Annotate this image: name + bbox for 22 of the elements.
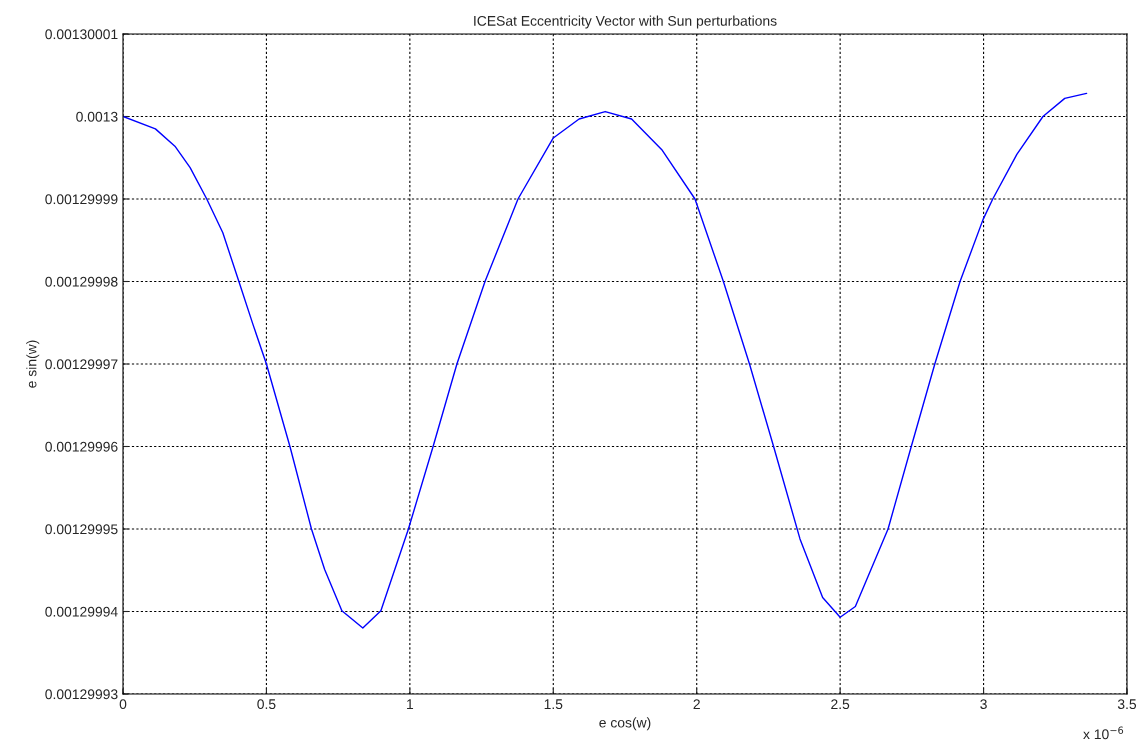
chart-title: ICESat Eccentricity Vector with Sun perturbations (474, 15, 777, 29)
y-tick-label: 0.00129997 (45, 359, 118, 370)
y-tick-label: 0.00129993 (45, 689, 118, 700)
y-tick-label: 0.00129994 (45, 606, 118, 617)
x-tick-label: 2 (693, 699, 700, 709)
y-axis-title: e sin(w) (26, 340, 40, 388)
y-tick-label: 0.00129999 (45, 194, 118, 205)
text: x 10$^{−6}$ (1083, 726, 1124, 740)
x-tick-label: 1 (407, 699, 414, 709)
x-tick-label: 0.5 (257, 699, 276, 710)
x-tick-label: 0 (119, 699, 127, 710)
y-tick-label: 0.00129998 (45, 276, 118, 287)
y-tick-label: 0.00129995 (45, 524, 118, 535)
line-series (123, 92, 1088, 629)
x-tick-label: 1.5 (544, 699, 563, 710)
y-tick-label: 0.0013 (76, 111, 118, 122)
x-tick-label: 2.5 (831, 699, 850, 710)
x-tick-label: 3 (980, 699, 987, 710)
y-tick-label: 0.00130001 (45, 29, 118, 40)
x-tick-label: 3.5 (1117, 699, 1137, 710)
y-tick-label: 0.00129996 (45, 441, 118, 452)
x-axis-title: e cos(w) (599, 717, 651, 731)
